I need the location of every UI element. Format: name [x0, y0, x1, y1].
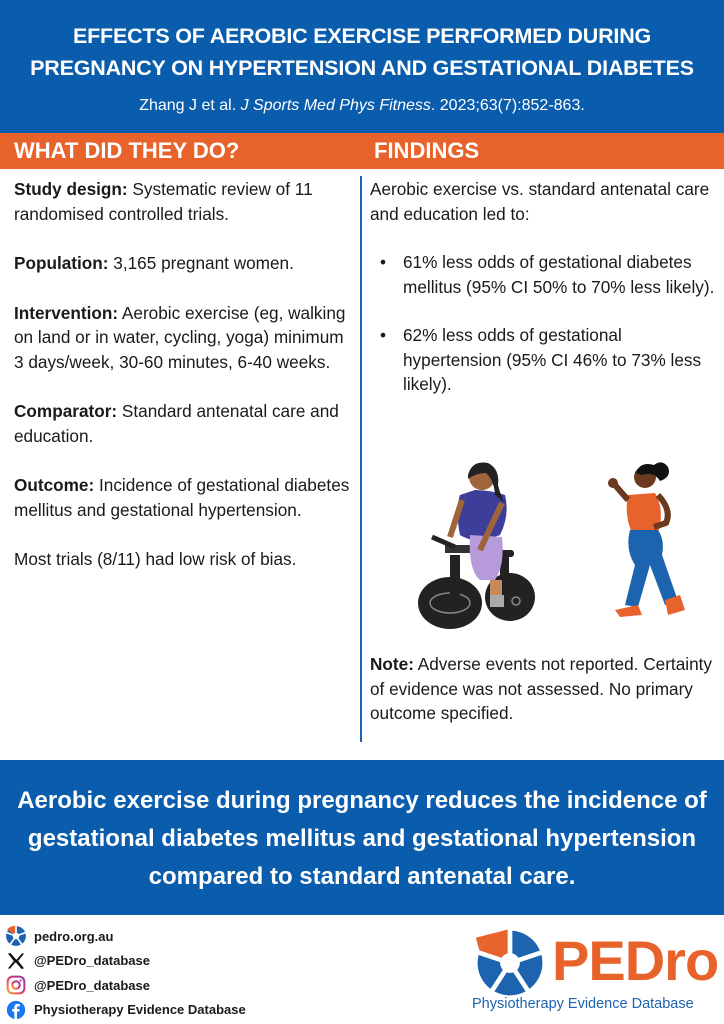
intervention-label: Intervention:	[14, 302, 119, 323]
logo-tagline: Physiotherapy Evidence Database	[472, 996, 694, 1012]
logo-wordmark: PEDro	[552, 929, 719, 992]
bullet-icon: •	[380, 252, 387, 272]
pregnant-women-exercising-illustration	[418, 462, 685, 629]
facebook-page-name: Physiotherapy Evidence Database	[34, 1002, 246, 1018]
column-divider	[360, 176, 362, 742]
findings-list: • 61% less odds of gestational diabetes m…	[370, 250, 720, 397]
findings-column: Aerobic exercise vs. standard antenatal …	[370, 177, 720, 421]
findings-note: Note: Adverse events not reported. Certa…	[370, 652, 720, 726]
citation: Zhang J et al. J Sports Med Phys Fitness…	[0, 96, 724, 116]
facebook-icon	[5, 999, 27, 1021]
x-twitter-handle: @PEDro_database	[34, 953, 150, 969]
title-line-1: EFFECTS OF AEROBIC EXERCISE PERFORMED DU…	[72, 24, 652, 48]
pedro-logo[interactable]: PEDro Physiotherapy Evidence Database	[472, 923, 722, 1019]
finding-item: • 61% less odds of gestational diabetes m…	[370, 250, 720, 299]
instagram-handle: @PEDro_database	[34, 977, 150, 993]
pedro-logo-icon	[5, 925, 27, 947]
citation-details: . 2023;63(7):852-863.	[430, 97, 585, 114]
risk-of-bias-text: Most trials (8/11) had low risk of bias.	[14, 549, 297, 569]
note-text: Adverse events not reported. Certainty o…	[370, 654, 713, 723]
title-line-2: PREGNANCY ON HYPERTENSION AND GESTATIONA…	[30, 56, 694, 80]
findings-intro: Aerobic exercise vs. standard antenatal …	[370, 179, 710, 224]
page-title: EFFECTS OF AEROBIC EXERCISE PERFORMED DU…	[0, 20, 724, 84]
bullet-icon: •	[380, 325, 387, 345]
citation-authors: Zhang J et al.	[139, 97, 241, 114]
social-links: pedro.org.au @PEDro_database @PEDro_data…	[5, 924, 246, 1022]
section-header-band: WHAT DID THEY DO? FINDINGS	[0, 133, 724, 169]
x-twitter-link[interactable]: @PEDro_database	[5, 949, 246, 974]
facebook-link[interactable]: Physiotherapy Evidence Database	[5, 998, 246, 1023]
x-twitter-icon	[5, 950, 27, 972]
finding-hypertension: 62% less odds of gestational hypertensio…	[403, 325, 702, 394]
population-label: Population:	[14, 253, 109, 273]
comparator-label: Comparator:	[14, 401, 118, 421]
section-heading-methods: WHAT DID THEY DO?	[14, 138, 240, 163]
population: Population: 3,165 pregnant women.	[14, 251, 354, 276]
finding-item: • 62% less odds of gestational hypertensi…	[370, 323, 720, 397]
outcome: Outcome: Incidence of gestational diabet…	[14, 473, 354, 522]
footer: pedro.org.au @PEDro_database @PEDro_data…	[0, 915, 724, 1024]
intervention: Intervention: Aerobic exercise (eg, walk…	[14, 301, 354, 375]
intervention-text: Aerobic exercise (eg, walking on land or…	[14, 302, 346, 372]
population-text: 3,165 pregnant women.	[108, 253, 294, 273]
website-text: pedro.org.au	[34, 928, 114, 944]
illustrations	[410, 455, 700, 635]
study-design-text: Systematic review of 11 randomised contr…	[14, 179, 313, 224]
outcome-text: Incidence of gestational diabetes mellit…	[14, 475, 350, 520]
comparator: Comparator: Standard antenatal care and …	[14, 399, 354, 448]
finding-gdm: 61% less odds of gestational diabetes me…	[403, 252, 715, 297]
pedro-logo-mark-icon	[475, 928, 544, 996]
website-link[interactable]: pedro.org.au	[5, 924, 246, 949]
cycling-woman-illustration	[418, 462, 535, 629]
section-heading-findings: FINDINGS	[374, 138, 480, 163]
walking-woman-illustration	[608, 462, 685, 617]
study-design: Study design: Systematic review of 11 ra…	[14, 177, 354, 226]
note-label: Note:	[370, 654, 414, 674]
outcome-label: Outcome:	[14, 475, 95, 495]
instagram-icon	[5, 974, 27, 996]
conclusion-banner: Aerobic exercise during pregnancy reduce…	[0, 760, 724, 915]
header-banner: EFFECTS OF AEROBIC EXERCISE PERFORMED DU…	[0, 0, 724, 133]
instagram-link[interactable]: @PEDro_database	[5, 973, 246, 998]
risk-of-bias: Most trials (8/11) had low risk of bias.	[14, 547, 354, 572]
study-design-label: Study design:	[14, 179, 128, 199]
citation-journal: J Sports Med Phys Fitness	[240, 97, 431, 114]
conclusion-text: Aerobic exercise during pregnancy reduce…	[17, 787, 707, 890]
comparator-text: Standard antenatal care and education.	[14, 401, 339, 446]
methods-column: Study design: Systematic review of 11 ra…	[14, 177, 354, 597]
